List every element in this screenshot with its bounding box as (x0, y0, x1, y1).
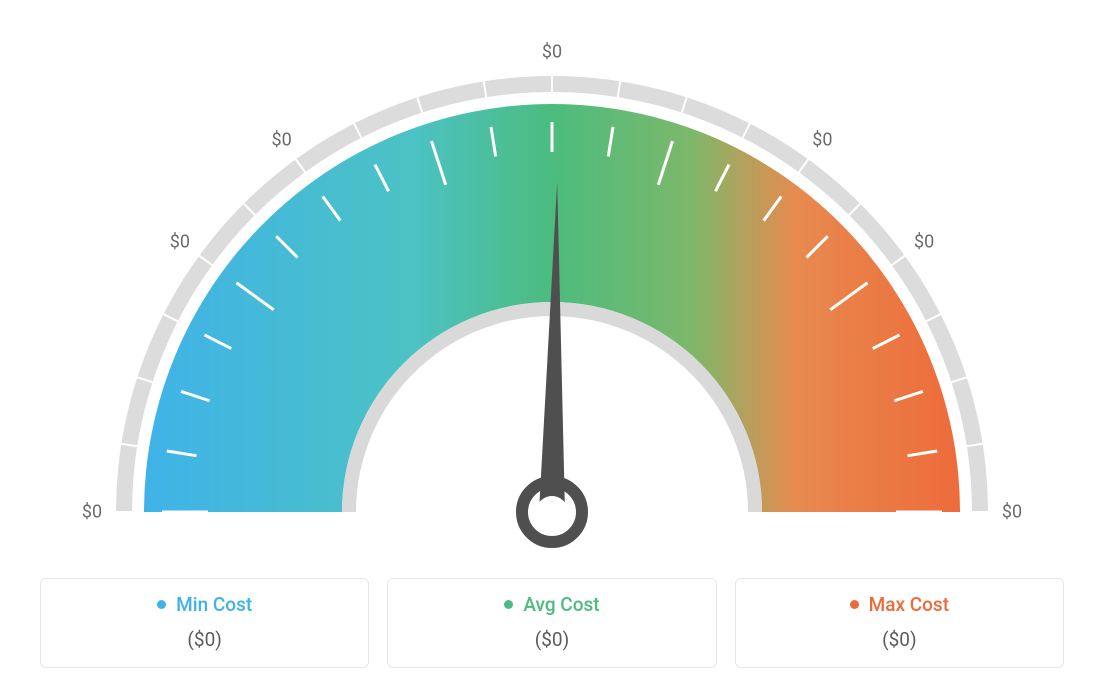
legend-value-min: ($0) (51, 628, 358, 651)
legend-title-max: Max Cost (850, 593, 949, 616)
legend-title-avg: Avg Cost (504, 593, 599, 616)
legend-card-max: Max Cost ($0) (735, 578, 1064, 668)
gauge-scale-label: $0 (82, 502, 102, 523)
gauge-scale-label: $0 (271, 129, 291, 150)
gauge-chart: $0 $0 $0 $0 $0 $0 $0 (0, 0, 1104, 560)
gauge-scale-label: $0 (1002, 502, 1022, 523)
legend-row: Min Cost ($0) Avg Cost ($0) Max Cost ($0… (40, 578, 1064, 668)
legend-dot-max (850, 600, 859, 609)
legend-value-avg: ($0) (398, 628, 705, 651)
legend-title-min: Min Cost (157, 593, 252, 616)
legend-label-min: Min Cost (176, 593, 252, 616)
gauge-scale-label: $0 (812, 129, 832, 150)
gauge-scale-label: $0 (170, 231, 190, 252)
legend-value-max: ($0) (746, 628, 1053, 651)
gauge-scale-label: $0 (542, 42, 562, 63)
gauge-scale-label: $0 (914, 231, 934, 252)
legend-dot-min (157, 600, 166, 609)
legend-card-avg: Avg Cost ($0) (387, 578, 716, 668)
gauge-svg (60, 20, 1044, 560)
legend-card-min: Min Cost ($0) (40, 578, 369, 668)
legend-dot-avg (504, 600, 513, 609)
legend-label-max: Max Cost (869, 593, 949, 616)
legend-label-avg: Avg Cost (523, 593, 599, 616)
